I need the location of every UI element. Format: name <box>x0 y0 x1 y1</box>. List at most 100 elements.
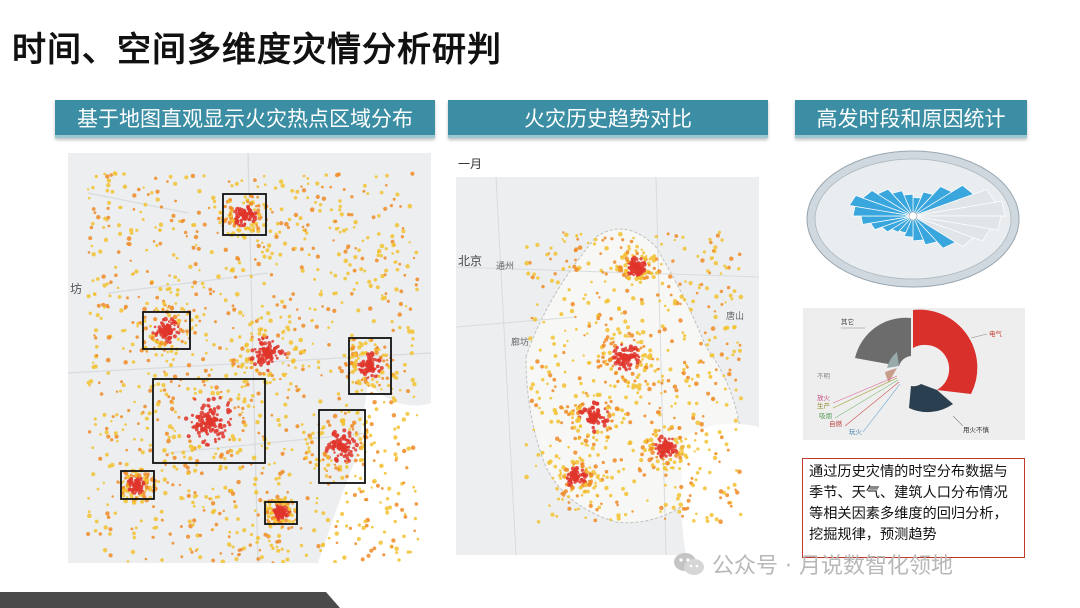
hotspot-dot <box>262 372 265 375</box>
hotspot-dot <box>185 465 190 470</box>
hotspot-dot <box>330 459 333 462</box>
hotspot-dot <box>174 302 178 305</box>
hotspot-dot <box>372 546 377 551</box>
hotspot-dot <box>287 472 292 477</box>
hotspot-dot <box>161 308 165 312</box>
hotspot-dot <box>358 341 362 345</box>
hotspot-dot <box>600 430 604 434</box>
hotspot-dot <box>278 509 281 513</box>
donut-label: 自燃 <box>829 419 843 428</box>
hotspot-dot <box>134 526 138 530</box>
hotspot-dot <box>196 246 201 251</box>
hotspot-dot <box>524 474 529 480</box>
hotspot-dot <box>94 174 98 179</box>
hotspot-dot <box>178 220 181 223</box>
hotspot-dot <box>103 525 108 530</box>
hotspot-dot <box>275 221 280 226</box>
hotspot-dot <box>699 421 704 427</box>
hotspot-dot <box>708 470 712 475</box>
hotspot-dot <box>295 424 300 429</box>
hotspot-dot <box>549 396 553 400</box>
hotspot-dot <box>555 436 560 441</box>
hotspot-dot <box>379 501 382 504</box>
hotspot-dot <box>304 437 308 441</box>
hotspot-dot <box>267 341 272 346</box>
hotspot-dot <box>688 494 692 498</box>
hotspot-dot <box>326 419 330 424</box>
hotspot-dot <box>168 336 172 339</box>
hotspot-dot <box>409 351 414 356</box>
hotspot-dot <box>142 494 147 499</box>
hotspot-dot <box>655 257 659 261</box>
hotspot-dot <box>614 406 620 411</box>
hotspot-dot <box>314 324 319 329</box>
hotspot-dot <box>402 448 407 454</box>
hotspot-dot <box>694 401 699 406</box>
hotspot-dot <box>202 222 207 227</box>
hotspot-dot <box>654 443 658 447</box>
hotspot-dot <box>548 504 551 507</box>
hotspot-dot <box>732 349 736 354</box>
hotspot-dot <box>371 215 376 220</box>
hotspot-dot <box>163 490 168 496</box>
hotspot-dot <box>718 519 723 524</box>
hotspot-dot <box>706 343 710 347</box>
hotspot-dot <box>631 448 635 453</box>
hotspot-dot <box>301 367 305 372</box>
hotspot-dot <box>674 449 679 454</box>
hotspot-dot <box>553 251 558 256</box>
hotspot-dot <box>648 443 652 448</box>
hotspot-dot <box>362 371 366 375</box>
hotspot-dot <box>276 417 281 423</box>
hotspot-dot <box>198 389 203 394</box>
hotspot-dot <box>409 550 413 554</box>
hotspot-dot <box>315 496 319 500</box>
hotspot-dot <box>398 262 402 266</box>
hotspot-dot <box>679 302 682 306</box>
hotspot-dot <box>605 428 609 432</box>
hotspot-dot <box>249 201 254 206</box>
hotspot-dot <box>232 326 235 330</box>
hotspot-dot <box>220 395 224 399</box>
hotspot-dot <box>352 364 356 369</box>
hotspot-dot <box>671 437 674 441</box>
hotspot-dot <box>702 250 706 254</box>
hotspot-dot <box>394 260 398 264</box>
hotspot-dot <box>170 344 174 349</box>
hotspot-dot <box>242 223 247 227</box>
hotspot-dot <box>360 378 364 382</box>
hotspot-dot <box>226 311 231 316</box>
hotspot-dot <box>165 453 169 457</box>
hotspot-dot <box>529 398 535 403</box>
hotspot-dot <box>246 382 250 387</box>
hotspot-dot <box>257 212 262 218</box>
hotspot-dot <box>540 410 545 415</box>
hotspot-dot <box>297 316 302 320</box>
hotspot-dot <box>284 428 289 432</box>
hotspot-dot <box>591 406 595 410</box>
hotspot-dot <box>194 549 198 552</box>
hotspot-dot <box>336 454 340 458</box>
hotspot-dot <box>304 553 308 557</box>
hotspot-dot <box>338 204 342 209</box>
hotspot-dot <box>602 419 607 425</box>
hotspot-dot <box>382 553 386 557</box>
hotspot-dot <box>323 467 327 471</box>
hotspot-dot <box>164 431 169 436</box>
hotspot-dot <box>139 477 143 482</box>
hotspot-dot <box>623 333 628 338</box>
hotspot-dot <box>529 386 534 391</box>
hotspot-dot <box>277 476 281 480</box>
hotspot-dot <box>163 341 168 346</box>
hotspot-dot <box>203 439 207 442</box>
hotspot-dot <box>395 249 400 254</box>
hotspot-dot <box>105 282 109 286</box>
hotspot-dot <box>102 481 106 485</box>
hotspot-dot <box>137 384 141 389</box>
hotspot-dot <box>241 314 245 317</box>
hotspot-dot <box>145 301 149 306</box>
hotspot-dot <box>284 221 289 227</box>
hotspot-dot <box>113 511 117 515</box>
hotspot-dot <box>324 474 329 478</box>
hotspot-dot <box>313 277 317 281</box>
